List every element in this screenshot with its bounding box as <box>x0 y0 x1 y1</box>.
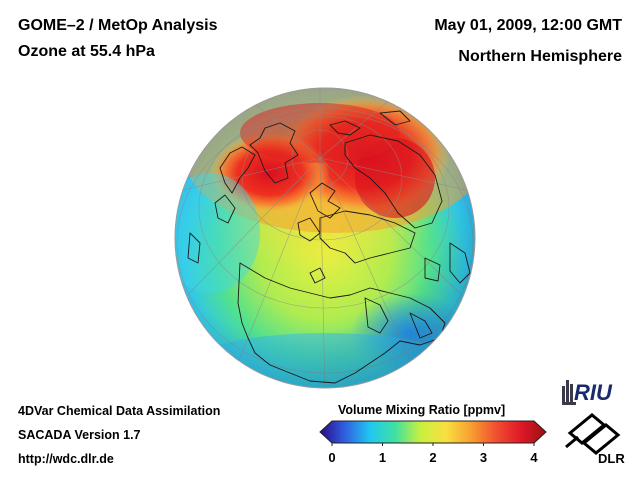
colorbar-tick-label: 4 <box>530 450 538 465</box>
colorbar-title: Volume Mixing Ratio [ppmv] <box>338 403 506 417</box>
riu-logo: RIU <box>562 380 613 405</box>
title-line2: Ozone at 55.4 hPa <box>18 43 155 60</box>
footer-url[interactable]: http://wdc.dlr.de <box>18 452 114 466</box>
colorbar-tick-label: 2 <box>429 450 437 465</box>
region-label: Northern Hemisphere <box>458 48 622 65</box>
colorbar <box>319 420 547 446</box>
riu-logo-text: RIU <box>574 380 613 405</box>
title-line1: GOME–2 / MetOp Analysis <box>18 17 218 34</box>
colorbar-tick-label: 0 <box>328 450 336 465</box>
footer-method: 4DVar Chemical Data Assimilation <box>18 404 221 418</box>
date-label: May 01, 2009, 12:00 GMT <box>434 17 622 34</box>
colorbar-bar <box>319 420 547 444</box>
dlr-logo: DLR <box>565 413 625 465</box>
dlr-logo-text: DLR <box>598 451 625 465</box>
colorbar-tick-label: 3 <box>479 450 488 465</box>
ozone-globe-map <box>174 87 476 389</box>
footer-version: SACADA Version 1.7 <box>18 428 141 442</box>
colorbar-tick-label: 1 <box>378 450 387 465</box>
